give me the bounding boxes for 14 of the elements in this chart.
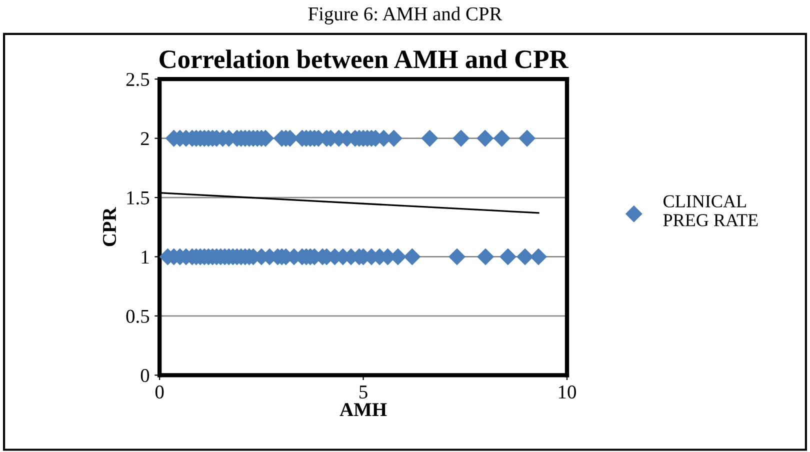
y-tick-label: 2.5 — [126, 72, 150, 86]
y-tick-label: 0.5 — [126, 310, 150, 323]
x-tick-label: 0 — [155, 385, 164, 399]
x-axis-title: AMH — [340, 403, 387, 416]
x-tick-label: 10 — [558, 385, 576, 399]
caption: Figure 6: AMH and CPR — [308, 6, 502, 24]
legend-label: CLINICAL PREG RATE — [663, 195, 758, 226]
y-tick-label: 2 — [140, 132, 149, 146]
x-tick-label: 5 — [360, 386, 368, 399]
y-tick-label: 0 — [140, 368, 150, 382]
y-axis-title: CPR — [102, 206, 116, 246]
y-tick-label: 1.5 — [127, 191, 150, 205]
chart-title: Correlation between AMH and CPR — [160, 50, 569, 68]
y-tick-label: 1 — [142, 250, 149, 264]
